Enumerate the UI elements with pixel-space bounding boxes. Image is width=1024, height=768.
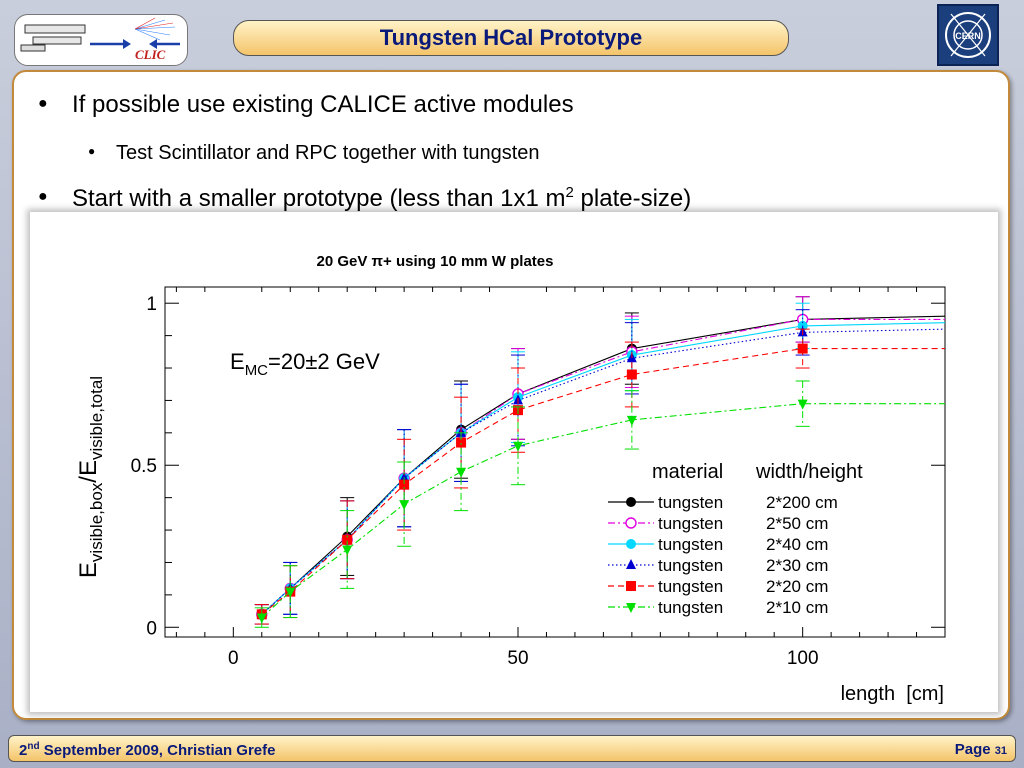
bullet-3-text-end: plate-size) [573, 185, 692, 212]
bullet-3-superscript: 2 [565, 184, 574, 201]
legend-material: tungsten [658, 556, 723, 575]
bullet-3: ● Start with a smaller prototype (less t… [38, 184, 692, 213]
bullet-3-text: Start with a smaller prototype (less tha… [72, 185, 566, 212]
y-label-e1: E [75, 562, 102, 578]
data-point [797, 399, 808, 410]
plot-frame: 20 GeV π+ using 10 mm W plates Evisible,… [30, 212, 998, 712]
y-label-sub2: visible,total [87, 376, 106, 460]
clic-logo: CLIC [14, 14, 188, 66]
x-tick-label: 0 [228, 648, 239, 669]
y-label-sub1: visible,box [87, 482, 106, 562]
cern-logo-text: CERN [955, 31, 981, 41]
legend-material: tungsten [658, 535, 723, 554]
series-line [261, 328, 946, 615]
legend-size: 2*30 cm [766, 556, 828, 575]
y-label-mid: /E [75, 460, 102, 483]
data-point [626, 581, 636, 591]
chart-title: 20 GeV π+ using 10 mm W plates [317, 253, 554, 270]
data-point [625, 517, 637, 529]
plot-area [164, 286, 946, 638]
footer-rest: September 2009, Christian Grefe [39, 742, 276, 759]
footer-page: Page 31 [955, 741, 1007, 758]
data-point [285, 587, 296, 598]
footer-day-suffix: nd [27, 741, 40, 752]
y-tick-label: 1 [146, 294, 157, 315]
legend-material: tungsten [658, 598, 723, 617]
energy-annotation: EMC=20±2 GeV [230, 349, 380, 379]
legend-header-size: width/height [755, 461, 863, 483]
y-tick-label: 0.5 [131, 456, 157, 477]
x-tick-label: 50 [507, 648, 528, 669]
x-axis-label: length [cm] [841, 683, 944, 705]
footer-bar: 2nd September 2009, Christian Grefe Page… [8, 735, 1016, 762]
legend-material: tungsten [658, 493, 723, 512]
series-line [261, 403, 945, 618]
data-point [626, 603, 636, 613]
energy-annotation-base: E [230, 349, 245, 374]
energy-annotation-rest: =20±2 GeV [268, 349, 380, 374]
bullet-dot-icon: ● [38, 188, 48, 205]
bullet-dot-icon: ● [88, 144, 96, 158]
footer-date-author: 2nd September 2009, Christian Grefe [19, 741, 276, 759]
footer-page-label: Page [954, 741, 991, 758]
data-point [256, 613, 267, 624]
data-point [626, 559, 636, 569]
data-point [342, 534, 353, 545]
svg-text:Evisible,box/Evisible,total: Evisible,box/Evisible,total [75, 376, 106, 578]
slide-title: Tungsten HCal Prototype [379, 25, 643, 50]
legend-size: 2*200 cm [766, 493, 838, 512]
data-point [512, 441, 523, 452]
clic-logo-text: CLIC [135, 47, 166, 62]
y-tick-label: 0 [146, 618, 157, 639]
bullet-1: ● If possible use existing CALICE active… [38, 91, 574, 119]
bullet-2-text: Test Scintillator and RPC together with … [116, 142, 540, 164]
data-point [399, 479, 410, 490]
data-point [797, 343, 808, 354]
data-point [626, 415, 637, 426]
legend-size: 2*10 cm [766, 598, 828, 617]
energy-annotation-sub: MC [245, 362, 268, 379]
data-point [626, 539, 636, 549]
title-bar: Tungsten HCal Prototype [233, 20, 789, 56]
legend-size: 2*40 cm [766, 535, 828, 554]
data-point [456, 437, 467, 448]
data-point [626, 369, 637, 380]
legend-header-material: material [652, 461, 723, 483]
data-point [399, 500, 410, 511]
footer-day: 2 [19, 742, 28, 759]
data-point [456, 467, 467, 478]
legend: material width/height tungsten 2*200 cm tu… [608, 461, 863, 617]
legend-material: tungsten [658, 577, 723, 596]
legend-size: 2*20 cm [766, 577, 828, 596]
series-2*10 cm [254, 380, 945, 628]
x-tick-label: 100 [787, 648, 819, 669]
data-point [342, 545, 353, 556]
legend-size: 2*50 cm [766, 514, 828, 533]
y-axis-label: Evisible,box/Evisible,total [75, 376, 106, 578]
data-point [626, 497, 636, 507]
legend-material: tungsten [658, 514, 723, 533]
chart: 20 GeV π+ using 10 mm W plates Evisible,… [75, 253, 946, 705]
cern-logo: CERN [937, 4, 999, 66]
bullet-2: ● Test Scintillator and RPC together wit… [88, 142, 540, 165]
page-number: 31 [994, 745, 1007, 757]
bullet-1-text: If possible use existing CALICE active m… [72, 91, 574, 118]
bullet-dot-icon: ● [38, 95, 48, 112]
